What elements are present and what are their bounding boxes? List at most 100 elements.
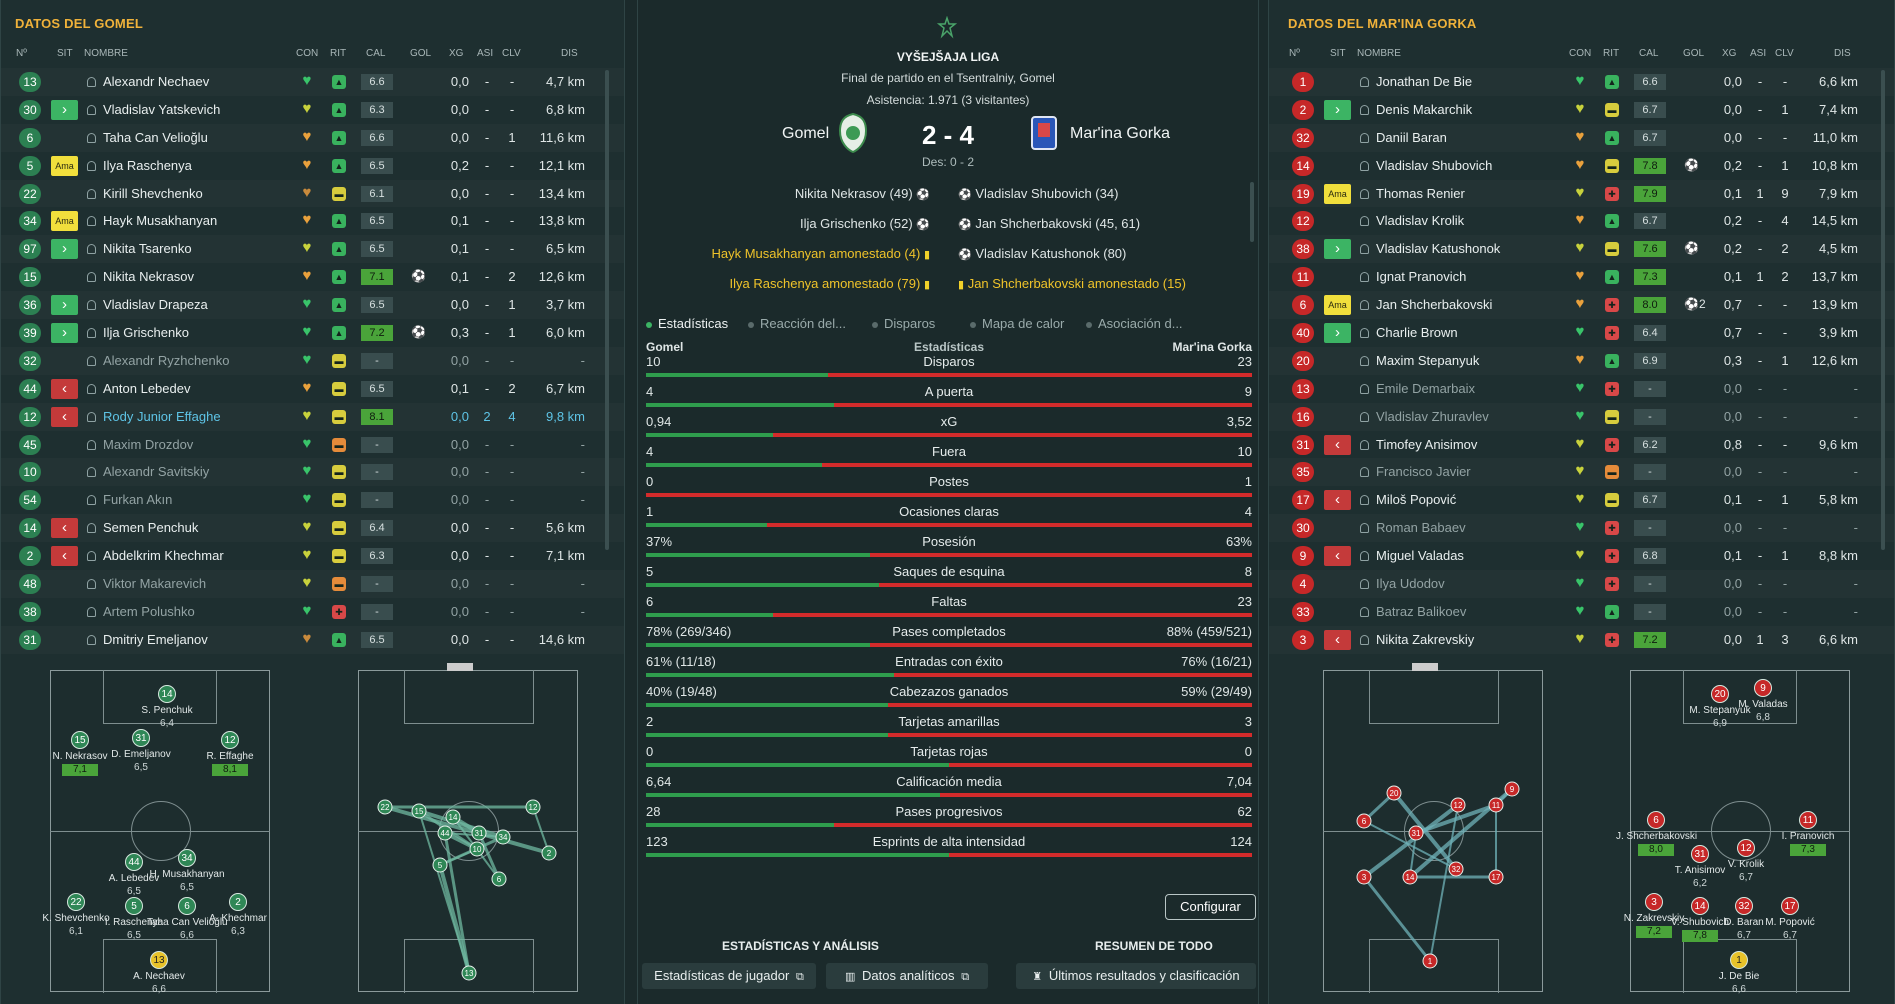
col-xg[interactable]: XG <box>1722 48 1737 59</box>
formation-player-marker[interactable]: 17 <box>1781 897 1799 915</box>
pass-node[interactable]: 14 <box>1402 869 1418 885</box>
pass-node[interactable]: 17 <box>1488 869 1504 885</box>
pass-node[interactable]: 9 <box>1504 781 1520 797</box>
player-row[interactable]: 11 Ignat Pranovich ♥ ▲ 7.3 0,1 1 2 13,7 km <box>1269 263 1894 291</box>
col-clv[interactable]: CLV <box>1775 48 1794 59</box>
col-name[interactable]: NOMBRE <box>1357 48 1401 59</box>
player-name[interactable]: Vladislav Yatskevich <box>103 101 221 117</box>
player-name[interactable]: Anton Lebedev <box>103 380 191 396</box>
away-team-name[interactable]: Mar'ina Gorka <box>1070 125 1170 142</box>
player-name[interactable]: Vladislav Katushonok <box>1376 241 1501 257</box>
player-name[interactable]: Denis Makarchik <box>1376 101 1473 117</box>
player-name[interactable]: Vladislav Zhuravlev <box>1376 408 1489 424</box>
player-row[interactable]: 45 Maxim Drozdov ♥ ▬ -0,0- - - <box>1 431 624 459</box>
home-list-scrollbar[interactable] <box>605 70 609 550</box>
player-row[interactable]: 14 ‹ Semen Penchuk ♥ ▬ 6.4 0,0- -5,6 km <box>1 514 624 542</box>
player-row[interactable]: 19 Ama Thomas Renier ♥ ✚ 7.9 0,1 1 9 7,9 km <box>1269 180 1894 208</box>
player-name[interactable]: Batraz Balikoev <box>1376 603 1467 619</box>
col-rit[interactable]: RIT <box>1603 48 1620 59</box>
player-name[interactable]: Nikita Nekrasov <box>103 269 195 285</box>
player-row[interactable]: 4 Ilya Udodov ♥ ✚ -0,0- - - <box>1269 570 1894 598</box>
player-row[interactable]: 2 › Denis Makarchik ♥ ▬ 6.7 0,0- 1 7,4 km <box>1269 96 1894 124</box>
pass-node[interactable]: 1 <box>1422 953 1438 969</box>
player-row[interactable]: 20 Maxim Stepanyuk ♥ ▲ 6.9 0,3- 1 12,6 km <box>1269 347 1894 375</box>
player-row[interactable]: 14 Vladislav Shubovich ♥ ▬ 7.8 ⚽ 0,2- 1 10,8 km <box>1269 152 1894 180</box>
player-name[interactable]: Abdelkrim Khechmar <box>103 548 224 564</box>
formation-player-marker[interactable]: 15 <box>71 731 89 749</box>
player-row[interactable]: 6 Taha Can Velioğlu ♥ ▲ 6.6 0,0- 1 11,6 km <box>1 124 624 152</box>
tab-1[interactable]: Reacción del... <box>748 316 846 331</box>
pass-node[interactable]: 15 <box>411 803 427 819</box>
player-name[interactable]: Dmitriy Emeljanov <box>103 631 208 647</box>
player-row[interactable]: 16 Vladislav Zhuravlev ♥ ▬ -0,0- - - <box>1269 403 1894 431</box>
player-row[interactable]: 9 ‹ Miguel Valadas ♥ ✚ 6.8 0,1- 1 8,8 km <box>1269 542 1894 570</box>
formation-player-marker[interactable]: 1 <box>1730 951 1748 969</box>
player-row[interactable]: 38 Artem Polushko ♥ ✚ -0,0- - - <box>1 598 624 626</box>
col-cal[interactable]: CAL <box>366 48 386 59</box>
pass-node[interactable]: 31 <box>1408 825 1424 841</box>
col-num[interactable]: Nº <box>1289 48 1300 59</box>
player-row[interactable]: 33 Batraz Balikoev ♥ ▲ -0,0- - - <box>1269 598 1894 626</box>
col-dis[interactable]: DIS <box>1834 48 1851 59</box>
formation-player-marker[interactable]: 13 <box>150 951 168 969</box>
player-name[interactable]: Timofey Anisimov <box>1376 436 1478 452</box>
player-row[interactable]: 10 Alexandr Savitskiy ♥ ▬ -0,0- - - <box>1 458 624 486</box>
player-name[interactable]: Alexandr Ryzhchenko <box>103 352 230 368</box>
formation-player-marker[interactable]: 34 <box>178 849 196 867</box>
player-row[interactable]: 48 Viktor Makarevich ♥ ▬ -0,0- - - <box>1 570 624 598</box>
player-row[interactable]: 97 › Nikita Tsarenko ♥ ▲ 6.5 0,1- -6,5 km <box>1 235 624 263</box>
player-row[interactable]: 12 ‹ Rody Junior Effaghe ♥ ▬ 8.1 0,0 2 4 9,8 km <box>1 403 624 431</box>
pass-node[interactable]: 44 <box>437 825 453 841</box>
player-name[interactable]: Nikita Zakrevskiy <box>1376 631 1475 647</box>
col-gol[interactable]: GOL <box>410 48 432 59</box>
player-row[interactable]: 15 Nikita Nekrasov ♥ ▲ 7.1 ⚽ 0,1- 2 12,6 km <box>1 263 624 291</box>
player-name[interactable]: Thomas Renier <box>1376 185 1465 201</box>
league-name[interactable]: VYŠEJŠAJA LIGA <box>896 50 1000 64</box>
col-dis[interactable]: DIS <box>561 48 578 59</box>
tab-4[interactable]: Asociación d... <box>1086 316 1183 331</box>
player-name[interactable]: Alexandr Nechaev <box>103 74 210 89</box>
player-name[interactable]: Ilja Grischenko <box>103 325 189 341</box>
formation-player-marker[interactable]: 2 <box>229 893 247 911</box>
formation-player-marker[interactable]: 3 <box>1645 893 1663 911</box>
formation-player-marker[interactable]: 32 <box>1735 897 1753 915</box>
col-con[interactable]: CON <box>1569 48 1592 59</box>
player-row[interactable]: 2 ‹ Abdelkrim Khechmar ♥ ▬ 6.3 0,0- -7,1 km <box>1 542 624 570</box>
formation-player-marker[interactable]: 20 <box>1711 685 1729 703</box>
away-list-scrollbar[interactable] <box>1881 70 1885 550</box>
formation-player-marker[interactable]: 9 <box>1754 679 1772 697</box>
player-name[interactable]: Roman Babaev <box>1376 520 1466 536</box>
formation-player-marker[interactable]: 5 <box>125 897 143 915</box>
formation-player-marker[interactable]: 44 <box>125 853 143 871</box>
away-team-crest-icon[interactable] <box>1029 113 1059 153</box>
formation-player-marker[interactable]: 22 <box>67 893 85 911</box>
player-row[interactable]: 40 › Charlie Brown ♥ ✚ 6.4 0,7- -3,9 km <box>1269 319 1894 347</box>
player-row[interactable]: 22 Kirill Shevchenko ♥ ▬ 6.1 0,0- -13,4 km <box>1 180 624 208</box>
tab-3[interactable]: Mapa de calor <box>970 316 1064 331</box>
formation-player-marker[interactable]: 11 <box>1799 811 1817 829</box>
player-row[interactable]: 13 Alexandr Nechaev ♥ ▲ 6.6 0,0- -4,7 km <box>1 68 624 96</box>
player-name[interactable]: Vladislav Krolik <box>1376 213 1465 229</box>
formation-player-marker[interactable]: 12 <box>1737 839 1755 857</box>
formation-player-marker[interactable]: 14 <box>1691 897 1709 915</box>
col-rit[interactable]: RIT <box>330 48 347 59</box>
col-cal[interactable]: CAL <box>1639 48 1659 59</box>
player-name[interactable]: Viktor Makarevich <box>103 576 207 592</box>
player-row[interactable]: 30 › Vladislav Yatskevich ♥ ▲ 6.3 0,0- -6,8 km <box>1 96 624 124</box>
player-name[interactable]: Emile Demarbaix <box>1376 380 1475 396</box>
pass-node[interactable]: 13 <box>461 965 477 981</box>
tab-0[interactable]: Estadísticas <box>646 316 728 331</box>
player-name[interactable]: Artem Polushko <box>103 603 195 619</box>
player-name[interactable]: Charlie Brown <box>1376 325 1458 341</box>
player-name[interactable]: Maxim Stepanyuk <box>1376 352 1480 368</box>
formation-player-marker[interactable]: 31 <box>132 729 150 747</box>
player-name[interactable]: Semen Penchuk <box>103 520 199 536</box>
pass-node[interactable]: 6 <box>491 871 507 887</box>
player-row[interactable]: 31 ‹ Timofey Anisimov ♥ ✚ 6.2 0,8- -9,6 km <box>1269 431 1894 459</box>
player-name[interactable]: Daniil Baran <box>1376 129 1447 145</box>
formation-player-marker[interactable]: 6 <box>178 897 196 915</box>
formation-player-marker[interactable]: 12 <box>221 731 239 749</box>
player-name[interactable]: Ilya Udodov <box>1376 576 1445 592</box>
player-row[interactable]: 44 ‹ Anton Lebedev ♥ ▬ 6.5 0,1- 2 6,7 km <box>1 375 624 403</box>
tab-2[interactable]: Disparos <box>872 316 935 331</box>
